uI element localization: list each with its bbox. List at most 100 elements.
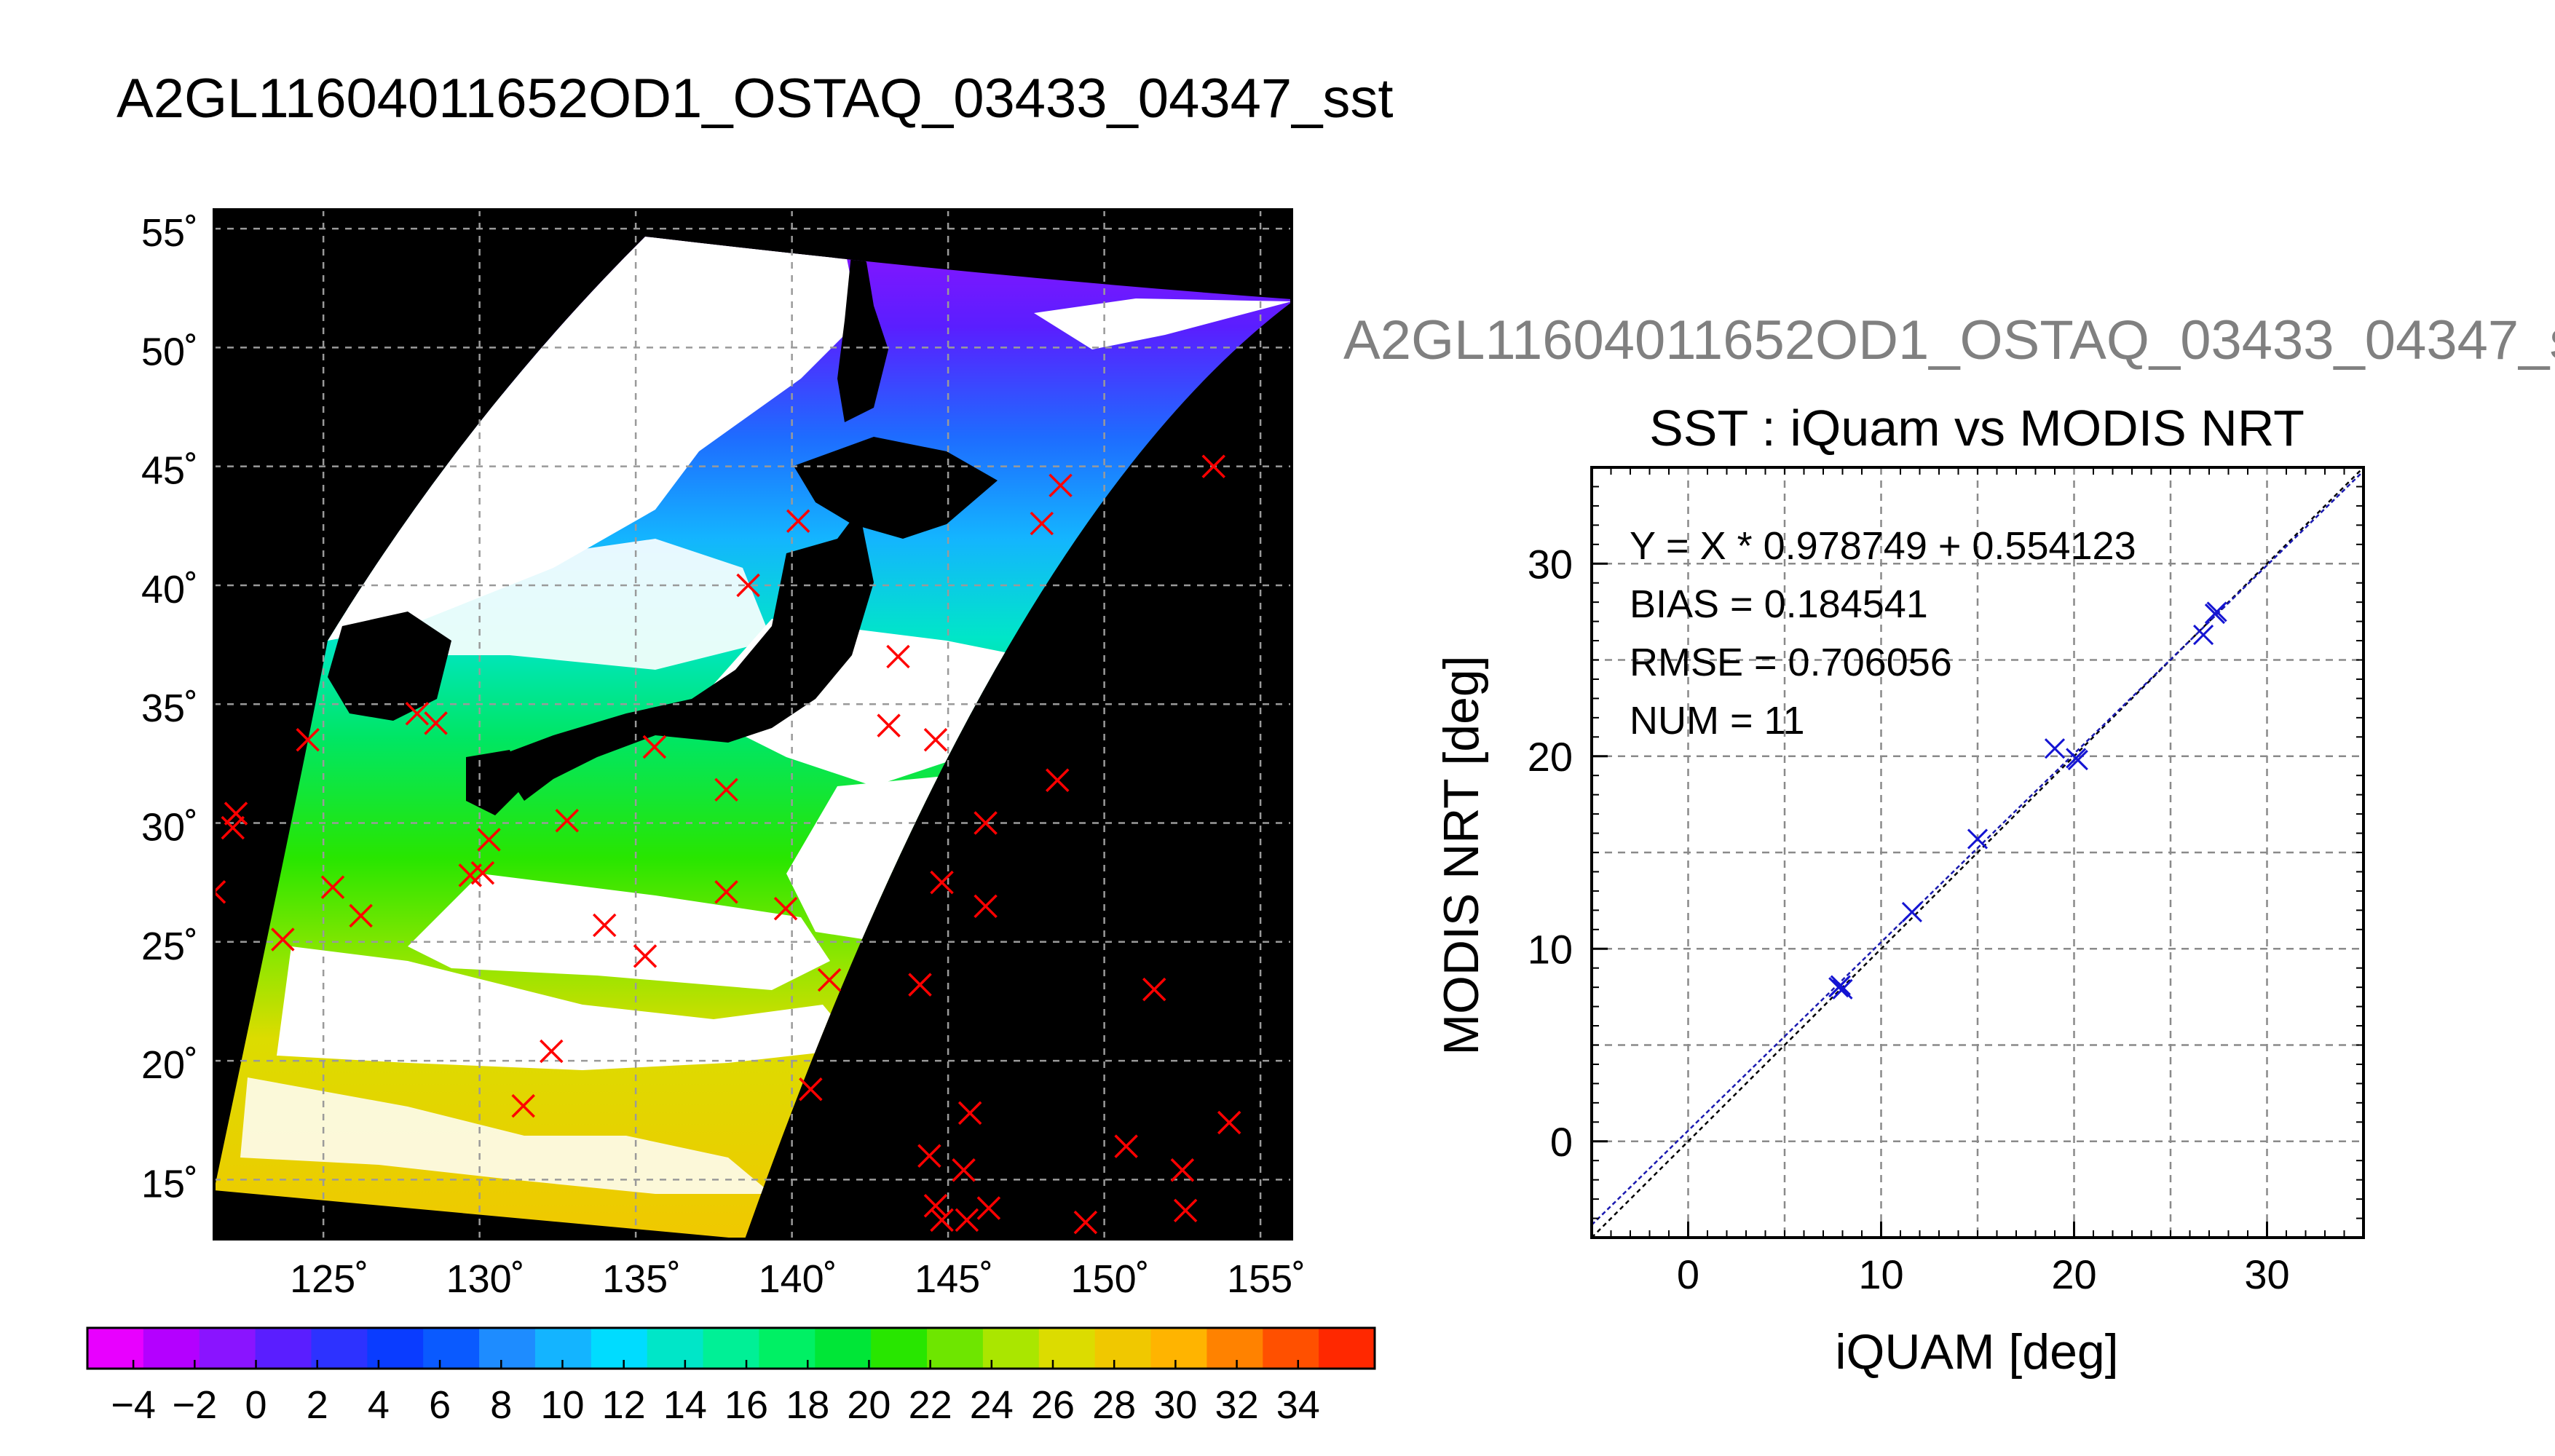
sst-map: 55˚ 50˚ 45˚ 40˚ 35˚ 30˚ 25˚ 20˚ 15˚ 125˚ 130˚ 135˚… [141,208,1306,1301]
point-stroke [1967,828,1989,850]
marker-stroke [296,727,320,752]
no-data-cloud [408,874,830,990]
lat-tick-label: 20˚ [141,1043,198,1087]
marker-stroke [221,815,245,840]
no-data-cloud [240,1077,772,1194]
marker-stroke [923,727,948,752]
data-point [2192,625,2214,646]
colorbar-tick-label: 10 [540,1383,584,1427]
y-tick-label: 30 [1528,541,1573,587]
buoy-marker [736,573,760,598]
buoy-marker [214,879,226,904]
colorbar-cell [647,1328,704,1369]
colorbar-tick-label: −4 [111,1383,156,1427]
marker-stroke [224,802,248,826]
buoy-marker [1201,454,1225,478]
marker-stroke [930,870,954,895]
colorbar-cell [927,1328,984,1369]
x-tick-label: 30 [2244,1251,2289,1297]
buoy-marker [424,711,448,735]
colorbar-tick-label: 14 [663,1383,707,1427]
buoy-marker [1170,1158,1195,1182]
marker-stroke [405,702,430,726]
buoy-marker [1046,768,1070,792]
lat-tick-label: 55˚ [141,211,198,255]
marker-stroke [817,968,842,992]
buoy-marker [296,727,320,752]
colorbar-cell [87,1328,144,1369]
buoy-marker [955,1208,979,1233]
buoy-marker [592,913,617,938]
colorbar-cell [871,1328,928,1369]
colorbar-tick-label: 12 [602,1383,646,1427]
buoy-marker [957,1101,982,1125]
lon-tick-label: 140˚ [759,1257,837,1301]
buoy-markers [214,454,1241,1235]
buoy-marker [511,1093,535,1118]
point-stroke [2192,625,2214,646]
colorbar-tick-label: 26 [1031,1383,1075,1427]
colorbar-cell [1150,1328,1207,1369]
marker-stroke [1030,511,1054,536]
data-point [1830,975,1851,996]
marker-stroke [642,735,667,759]
data-point [1967,828,1989,850]
lon-tick-label: 150˚ [1071,1257,1150,1301]
buoy-marker [642,735,667,759]
no-data-cloud [1034,298,1292,349]
marker-stroke [957,1101,982,1125]
buoy-marker [1142,977,1166,1002]
land-continent [313,237,845,641]
marker-stroke [886,644,910,669]
stats-line: NUM = 11 [1630,699,1805,743]
colorbar-tick-label: 28 [1092,1383,1136,1427]
marker-stroke [976,1196,1001,1220]
scatter-axis-ticks: 0 10 20 30 0 10 20 30 [1528,467,2364,1297]
main-title: A2GL11604011652OD1_OSTAQ_03433_04347_sst [117,68,1394,130]
colorbar-cell [1319,1328,1375,1369]
marker-stroke [214,879,226,894]
point-stroke [2067,749,2088,771]
buoy-marker [974,894,998,919]
marker-stroke [736,573,760,598]
buoy-marker [773,896,798,921]
marker-stroke [1201,454,1225,478]
colorbar-cell [311,1328,368,1369]
marker-stroke [470,860,495,885]
buoy-marker [886,644,910,669]
colorbar-cell [1038,1328,1096,1369]
buoy-marker [540,1039,564,1064]
stats-line: RMSE = 0.706056 [1630,641,1952,684]
y-tick-label: 20 [1528,734,1573,780]
colorbar-tick-label: 16 [724,1383,768,1427]
buoy-marker [714,879,738,904]
marker-stroke [592,913,617,938]
y-axis-label: MODIS NRT [deg] [1434,655,1489,1055]
colorbar-cell [367,1328,424,1369]
marker-stroke [930,1208,954,1233]
lat-tick-label: 15˚ [141,1162,198,1206]
colorbar-tick-label: 34 [1276,1383,1320,1427]
colorbar-tick-label: 2 [307,1383,328,1427]
point-stroke [2044,738,2066,759]
x-tick-label: 10 [1858,1251,1903,1297]
lat-tick-label: 50˚ [141,330,198,373]
lon-tick-label: 155˚ [1227,1257,1306,1301]
buoy-marker [1217,1110,1241,1135]
scatter-file-title: A2GL11604011652OD1_OSTAQ_03433_04347_sst [1343,309,2555,371]
x-tick-label: 20 [2051,1251,2096,1297]
marker-stroke [1073,1210,1098,1235]
colorbar-tick-label: 24 [970,1383,1014,1427]
buoy-marker [555,809,579,833]
buoy-marker [917,1144,941,1168]
colorbar-tick-label: 30 [1153,1383,1197,1427]
marker-stroke [799,1077,823,1101]
point-stroke [1901,901,1922,923]
data-point [1901,901,1922,923]
lat-tick-label: 40˚ [141,568,198,612]
chart-title: SST : iQuam vs MODIS NRT [1649,400,2305,456]
lon-tick-label: 125˚ [290,1257,368,1301]
buoy-marker [786,509,810,534]
x-axis-label: iQUAM [deg] [1835,1324,2118,1380]
